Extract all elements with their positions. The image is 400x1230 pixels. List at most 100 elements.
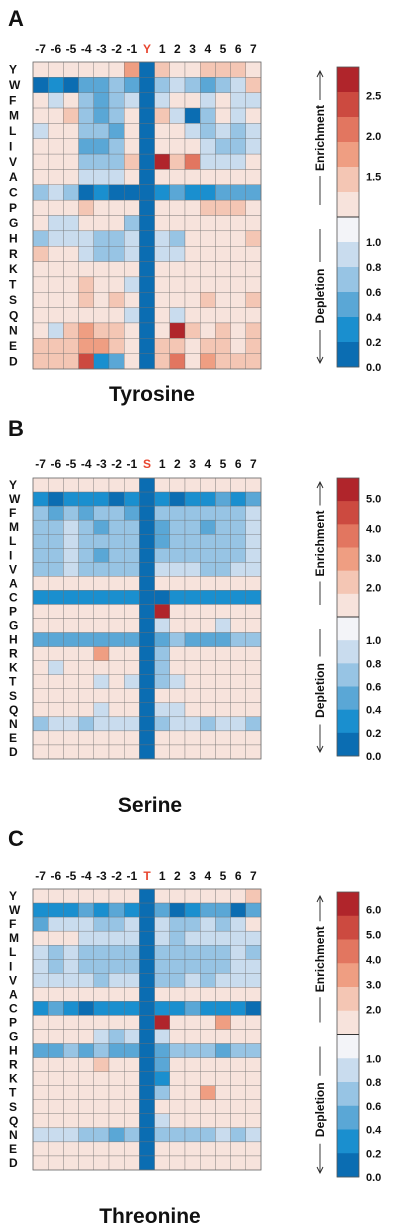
heatmap-cell-serine-E--3: [93, 730, 110, 746]
heatmap-cell-tyrosine-K--4: [78, 261, 94, 278]
heatmap-cell-threonine-Y-1: [154, 888, 170, 904]
heatmap-cell-serine-H-0: [139, 632, 155, 647]
heatmap-cell-threonine-L--4: [78, 945, 94, 960]
heatmap-cell-serine-F--1: [124, 505, 140, 521]
colorbar-segment: [337, 892, 359, 917]
heatmap-cell-threonine-F-1: [154, 916, 170, 932]
heatmap-cell-tyrosine-P-6: [230, 199, 246, 216]
heatmap-cell-threonine-L-2: [169, 945, 186, 960]
heatmap-cell-tyrosine-E-7: [245, 338, 262, 354]
heatmap-cell-threonine-N-1: [154, 1127, 170, 1143]
heatmap-cell-serine-S--5: [63, 688, 79, 703]
heatmap-cell-threonine-C--5: [63, 1001, 79, 1016]
heatmap-cell-serine-I--4: [78, 548, 94, 563]
heatmap-cell-tyrosine-A--2: [108, 169, 125, 185]
heatmap-cell-serine-N-0: [139, 716, 155, 732]
heatmap-cell-tyrosine-V-2: [169, 153, 186, 170]
heatmap-cell-tyrosine-H--6: [48, 230, 64, 247]
heatmap-cell-serine-E-3: [184, 730, 201, 746]
heatmap-cell-serine-K-1: [154, 660, 170, 675]
residue-label: C: [9, 185, 18, 199]
heatmap-cell-threonine-T-5: [215, 1085, 231, 1100]
position-label: -1: [126, 869, 137, 883]
heatmap-cell-threonine-I--1: [124, 959, 140, 974]
heatmap-cell-threonine-V-2: [169, 973, 186, 988]
label-backdrop: [313, 921, 327, 998]
heatmap-cell-tyrosine-G-0: [139, 215, 155, 232]
colorbar-tick-label: 0.4: [366, 705, 382, 717]
heatmap-cell-threonine-Q--4: [78, 1113, 94, 1129]
position-label: -6: [50, 869, 61, 883]
heatmap-cell-threonine-T--4: [78, 1085, 94, 1100]
heatmap-cell-serine-D--7: [32, 744, 49, 760]
heatmap-cell-tyrosine-Q--7: [32, 307, 49, 324]
heatmap-cell-threonine-F-2: [169, 916, 186, 932]
heatmap-cell-serine-S-6: [230, 688, 246, 703]
heatmap-cell-threonine-W-4: [200, 902, 216, 918]
heatmap-cell-serine-W-4: [200, 491, 216, 507]
heatmap-cell-serine-N--6: [48, 716, 64, 732]
colorbar-tick-label: 0.2: [366, 1148, 381, 1160]
heatmap-cell-serine-G--1: [124, 618, 140, 633]
heatmap-cell-tyrosine-R-1: [154, 246, 170, 262]
heatmap-cell-threonine-T--1: [124, 1085, 140, 1100]
heatmap-border: [32, 888, 262, 1171]
heatmap-cell-tyrosine-A--6: [48, 169, 64, 185]
heatmap-cell-threonine-N-3: [184, 1127, 201, 1143]
residue-label: W: [9, 903, 21, 917]
heatmap-cell-serine-K-7: [245, 660, 262, 675]
heatmap-cell-serine-Y-4: [200, 477, 216, 493]
heatmap-cell-serine-F-7: [245, 505, 262, 521]
heatmap-cell-tyrosine-T-2: [169, 276, 186, 293]
heatmap-cell-tyrosine-N-4: [200, 322, 216, 339]
heatmap-cell-tyrosine-G--3: [93, 215, 110, 232]
heatmap-cell-serine-T--3: [93, 674, 110, 689]
heatmap-cell-serine-E--5: [63, 730, 79, 746]
colorbar-tick-label: 0.8: [366, 262, 381, 274]
heatmap-cell-serine-L-6: [230, 534, 246, 549]
heatmap-cell-serine-T-6: [230, 674, 246, 689]
heatmap-cell-threonine-P-6: [230, 1015, 246, 1030]
heatmap-cell-threonine-Q-1: [154, 1113, 170, 1129]
heatmap-cell-tyrosine-N--2: [108, 322, 125, 339]
heatmap-cell-tyrosine-N-6: [230, 322, 246, 339]
colorbar-segment: [337, 117, 359, 143]
heatmap-cell-serine-C-7: [245, 590, 262, 605]
colorbar-segment: [337, 1010, 359, 1035]
heatmap-cell-serine-K--3: [93, 660, 110, 675]
residue-label: M: [9, 520, 19, 534]
heatmap-cell-threonine-L-7: [245, 945, 262, 960]
heatmap-cell-serine-D--5: [63, 744, 79, 760]
heatmap-cell-tyrosine-L--4: [78, 123, 94, 139]
heatmap-cell-threonine-A-7: [245, 987, 262, 1002]
heatmap-cell-threonine-Q--5: [63, 1113, 79, 1129]
heatmap-cell-threonine-R-3: [184, 1057, 201, 1072]
heatmap-cell-threonine-M-0: [139, 930, 155, 946]
heatmap-cell-serine-A--2: [108, 576, 125, 591]
heatmap-cell-tyrosine-R--4: [78, 246, 94, 262]
heatmap-cell-serine-R--1: [124, 646, 140, 661]
colorbar-segment: [337, 1082, 359, 1107]
heatmap-cell-threonine-K-1: [154, 1071, 170, 1086]
heatmap-cell-serine-A--1: [124, 576, 140, 591]
heatmap-cell-threonine-C-3: [184, 1001, 201, 1016]
heatmap-cell-tyrosine-K--3: [93, 261, 110, 278]
heatmap-cell-serine-L--7: [32, 534, 49, 549]
colorbar-segment: [337, 1034, 359, 1059]
heatmap-cell-tyrosine-I--5: [63, 138, 79, 155]
heatmap-cell-threonine-Y-6: [230, 888, 246, 904]
heatmap-cell-tyrosine-H-5: [215, 230, 231, 247]
heatmap-cell-threonine-I-3: [184, 959, 201, 974]
heatmap-cell-serine-M--7: [32, 519, 49, 535]
heatmap-cell-serine-A-4: [200, 576, 216, 591]
heatmap-cell-threonine-N--2: [108, 1127, 125, 1143]
heatmap-cell-serine-C-1: [154, 590, 170, 605]
heatmap-cell-serine-Q--3: [93, 702, 110, 718]
heatmap-cell-serine-A--7: [32, 576, 49, 591]
heatmap-cell-tyrosine-F--3: [93, 92, 110, 109]
heatmap-cell-tyrosine-H--1: [124, 230, 140, 247]
heatmap-cell-serine-K-2: [169, 660, 186, 675]
heatmap-cell-threonine-K--6: [48, 1071, 64, 1086]
residue-label: E: [9, 731, 17, 745]
heatmap-cell-threonine-A-4: [200, 987, 216, 1002]
